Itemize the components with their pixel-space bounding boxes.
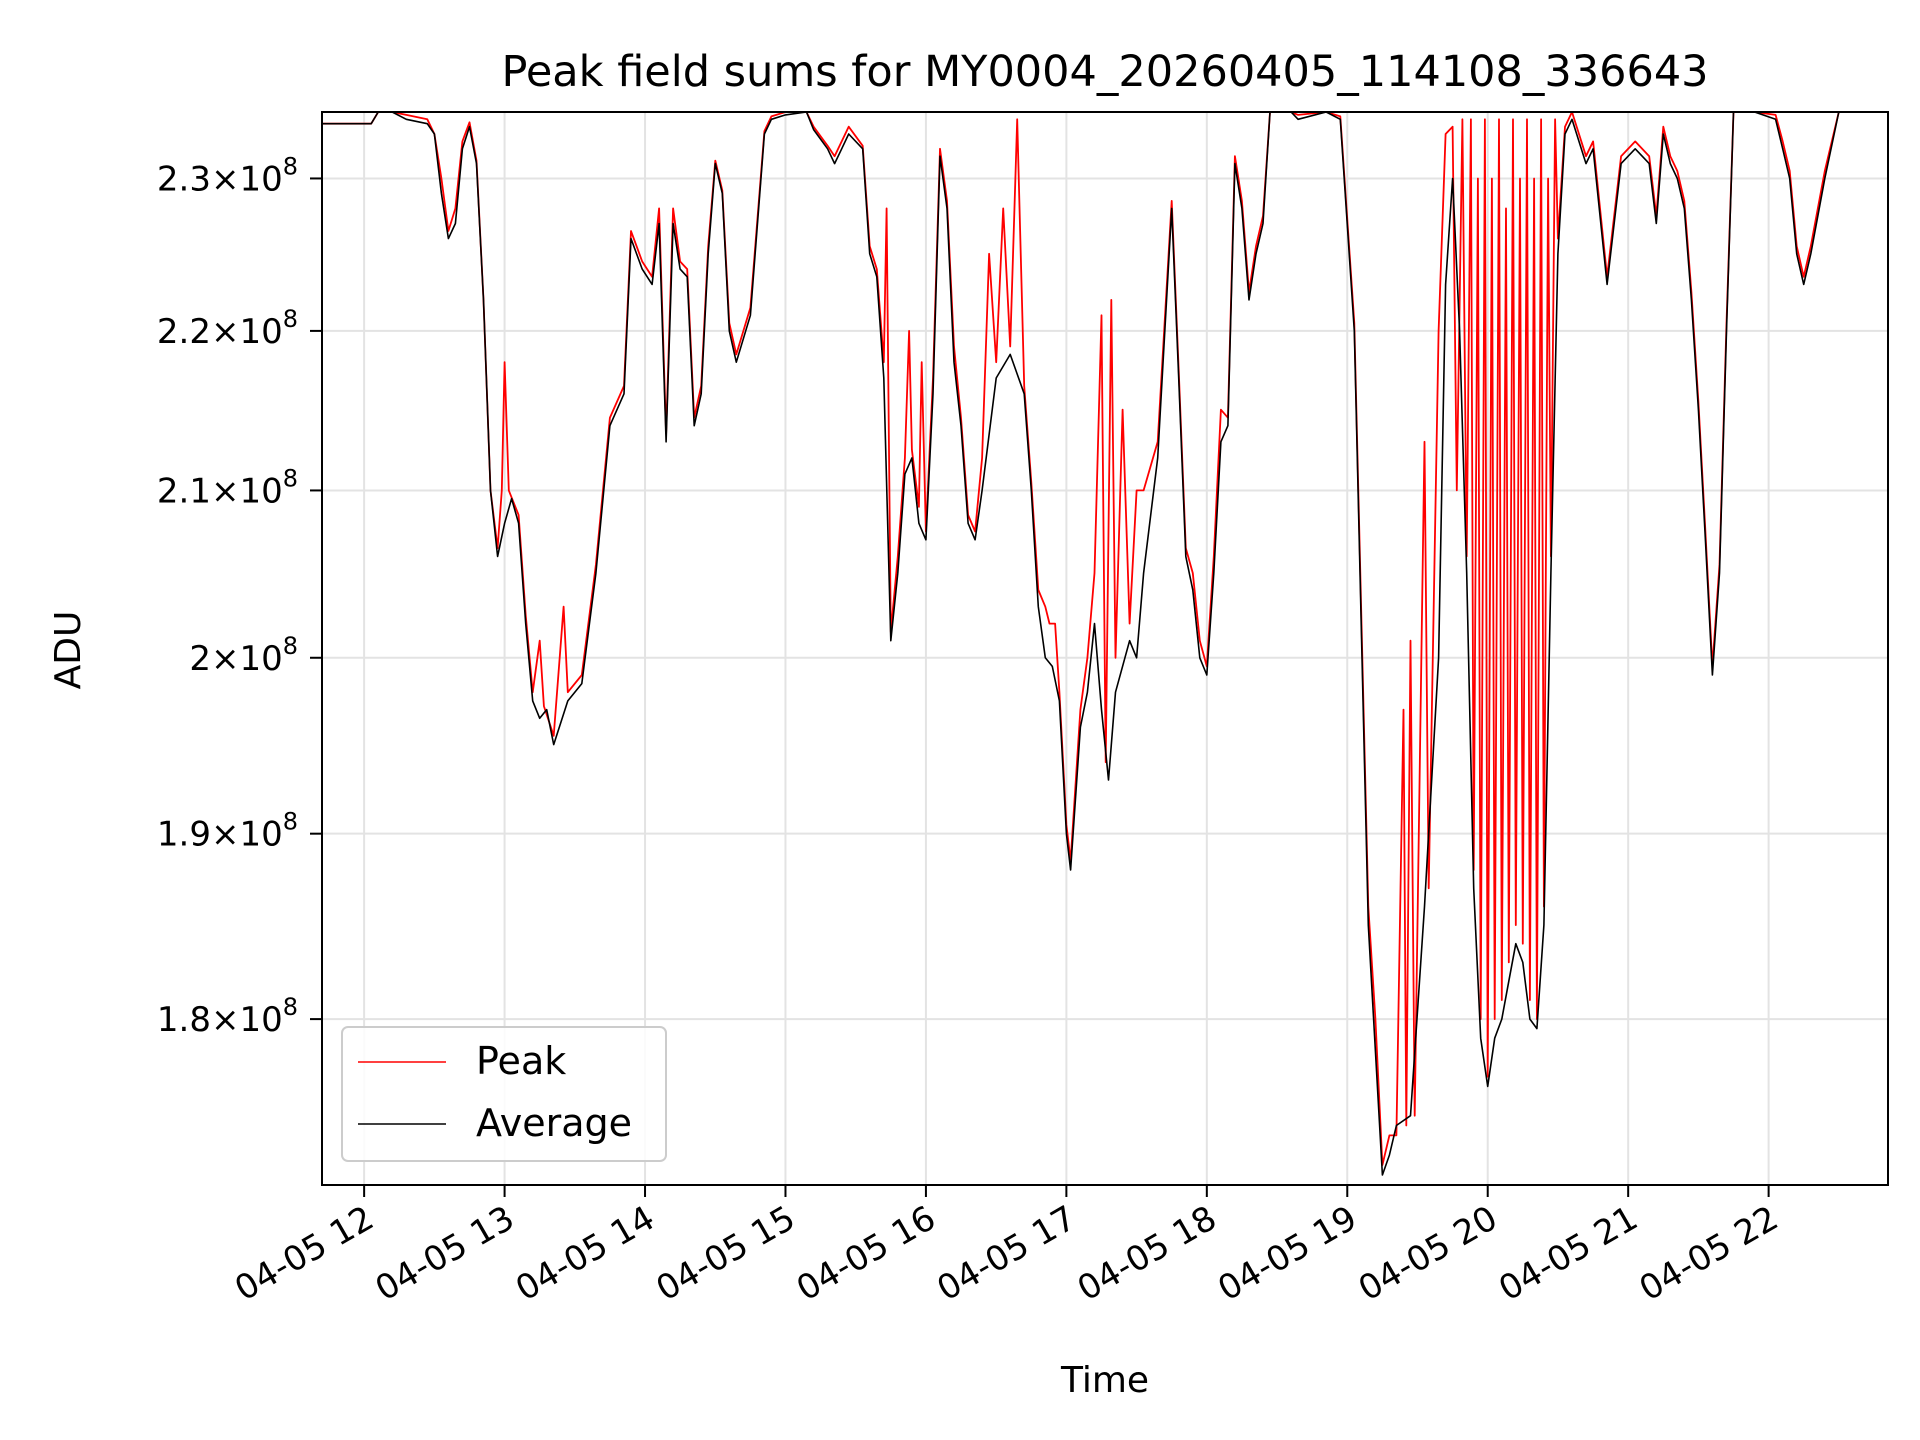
plot-series	[322, 112, 1840, 1176]
y-tick-label: 2.2×108	[157, 305, 298, 352]
legend-peak-label: Peak	[476, 1039, 566, 1083]
x-axis-title: Time	[1060, 1360, 1149, 1401]
legend-average-label: Average	[476, 1101, 632, 1145]
y-axis-title: ADU	[48, 611, 89, 690]
plot-frame	[321, 111, 1889, 1186]
y-tick-label: 2×108	[189, 632, 298, 679]
legend-box	[341, 1026, 667, 1162]
chart-title: Peak field sums for MY0004_20260405_1141…	[501, 47, 1708, 97]
y-tick-label: 2.3×108	[157, 152, 298, 199]
y-tick-label: 1.9×108	[157, 808, 298, 855]
legend: Peak Average	[341, 1026, 667, 1162]
series-line-peak	[322, 112, 1840, 1166]
series-line-average	[322, 112, 1840, 1176]
y-tick-label: 2.1×108	[157, 464, 298, 511]
y-axis-ticks: 1.8×108 1.9×108 2×108 2.1×108 2.2×108 2.3×108	[157, 152, 322, 1040]
y-tick-label: 1.8×108	[157, 993, 298, 1040]
